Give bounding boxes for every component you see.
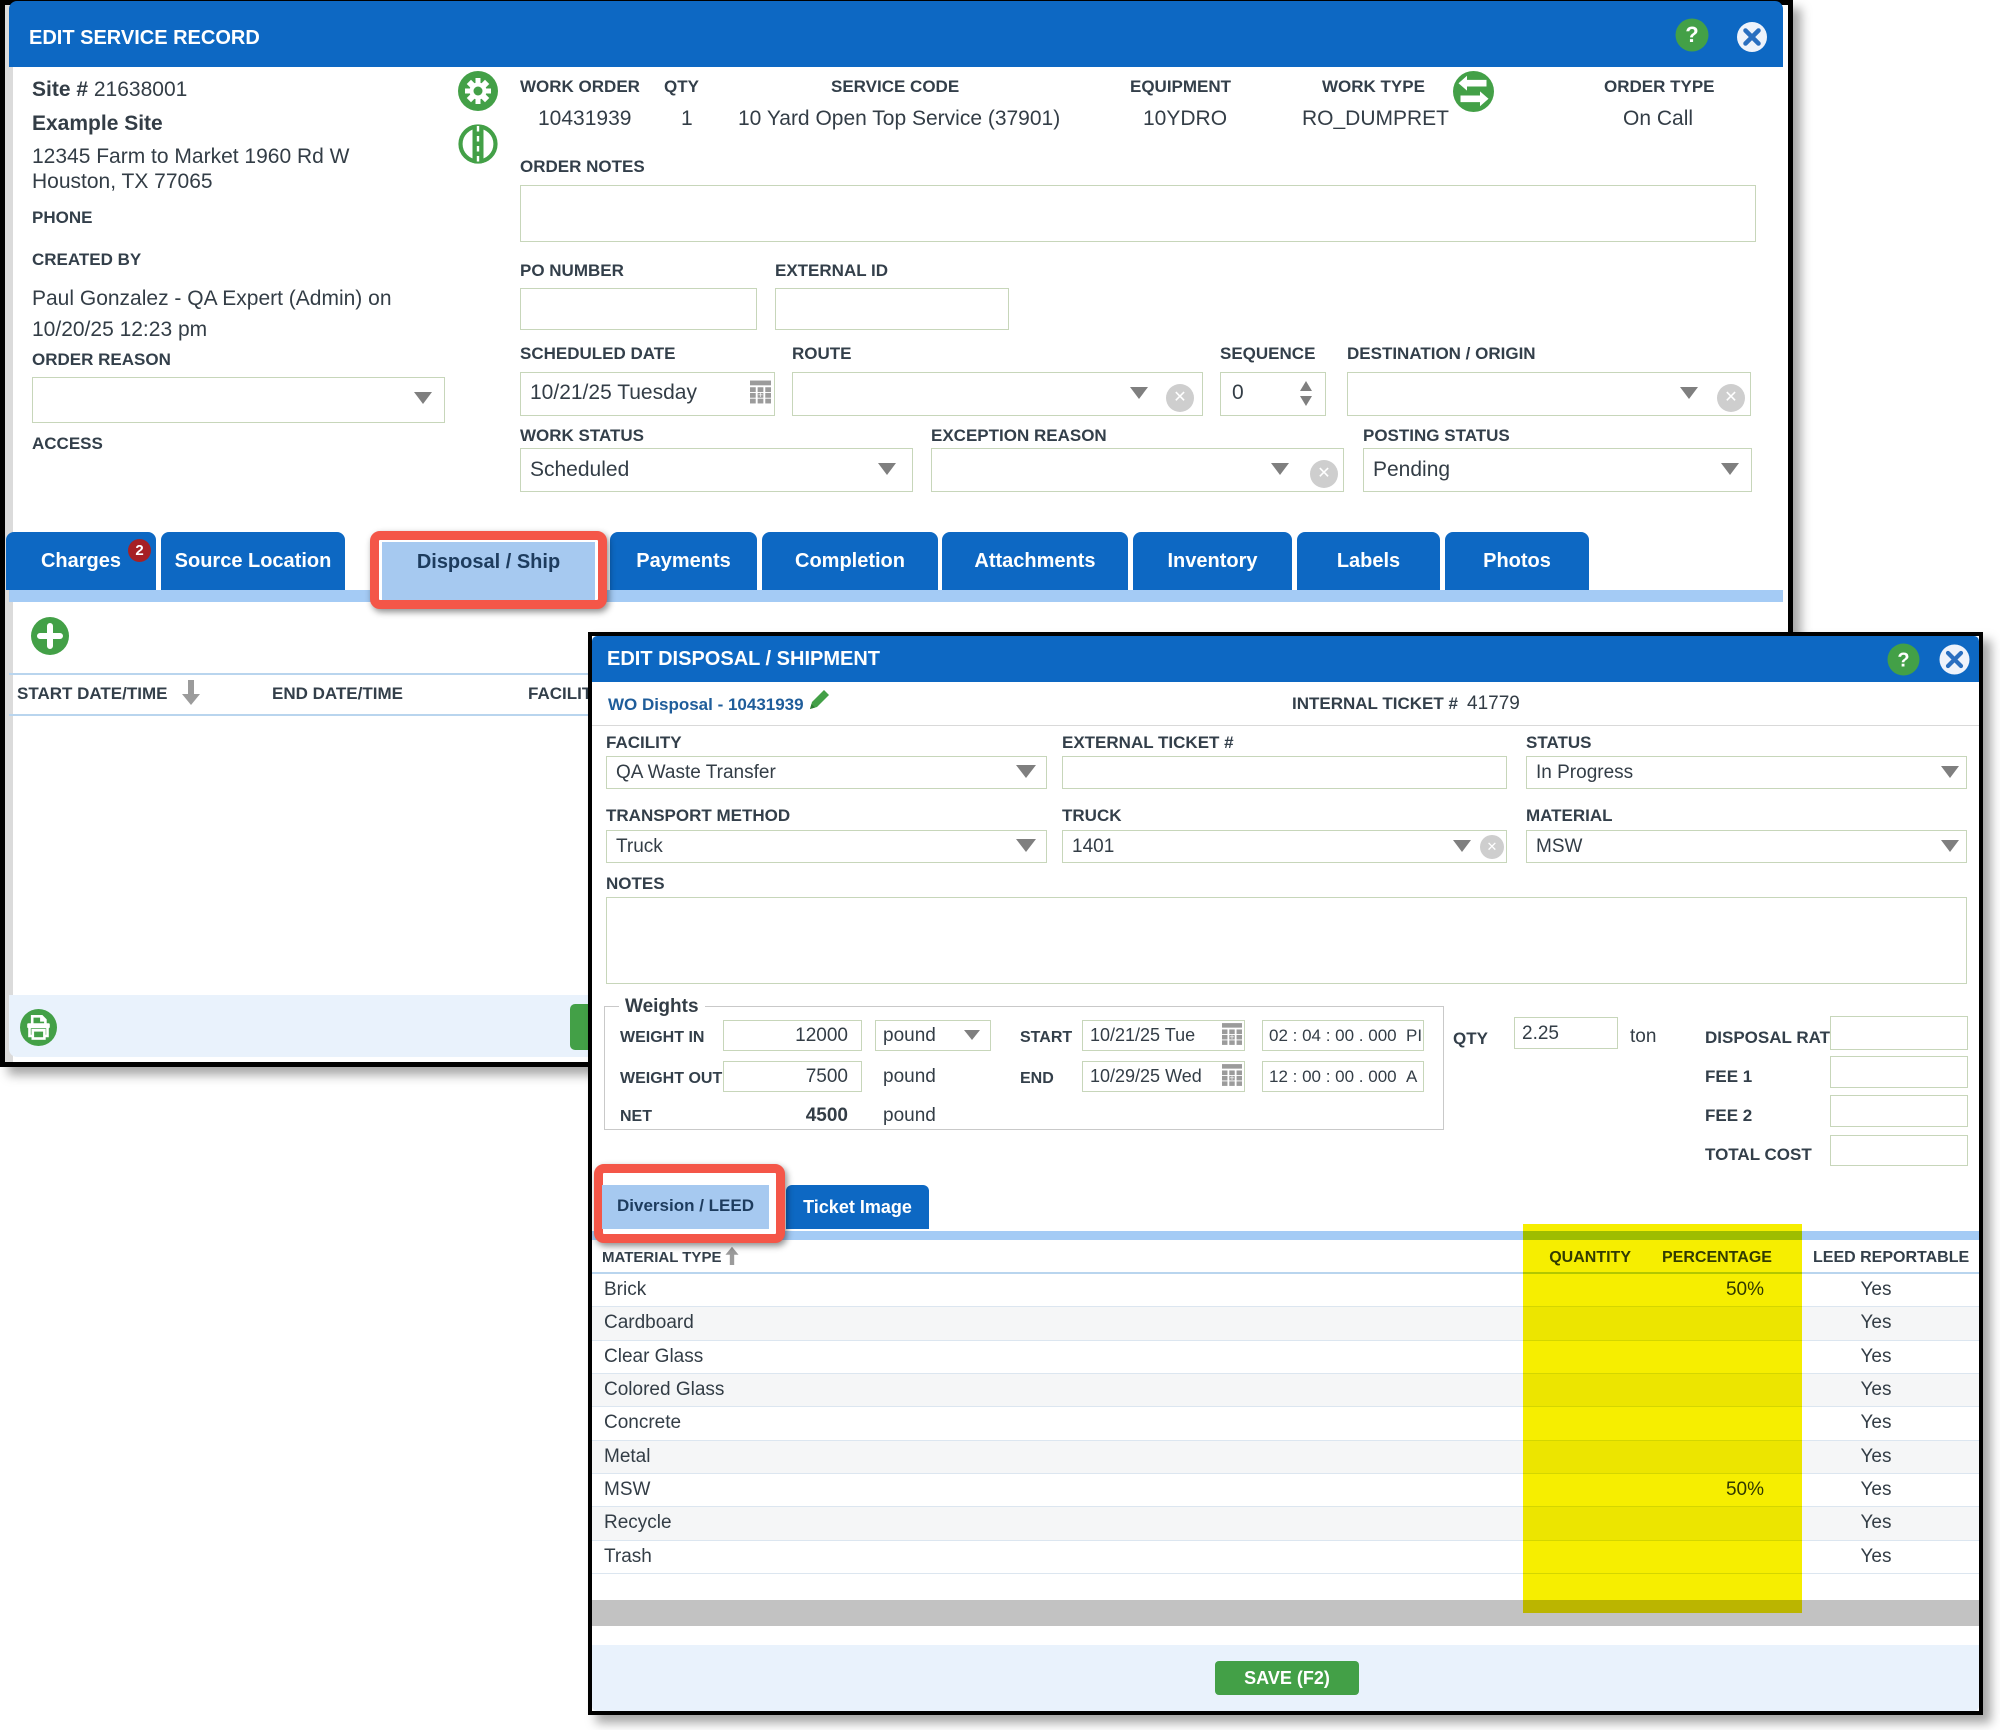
- svg-text:+: +: [1230, 1032, 1235, 1041]
- svg-text:?: ?: [1685, 22, 1698, 47]
- svg-text:+: +: [1230, 1073, 1235, 1082]
- svg-text:+: +: [758, 390, 763, 400]
- svg-text:?: ?: [1897, 650, 1909, 672]
